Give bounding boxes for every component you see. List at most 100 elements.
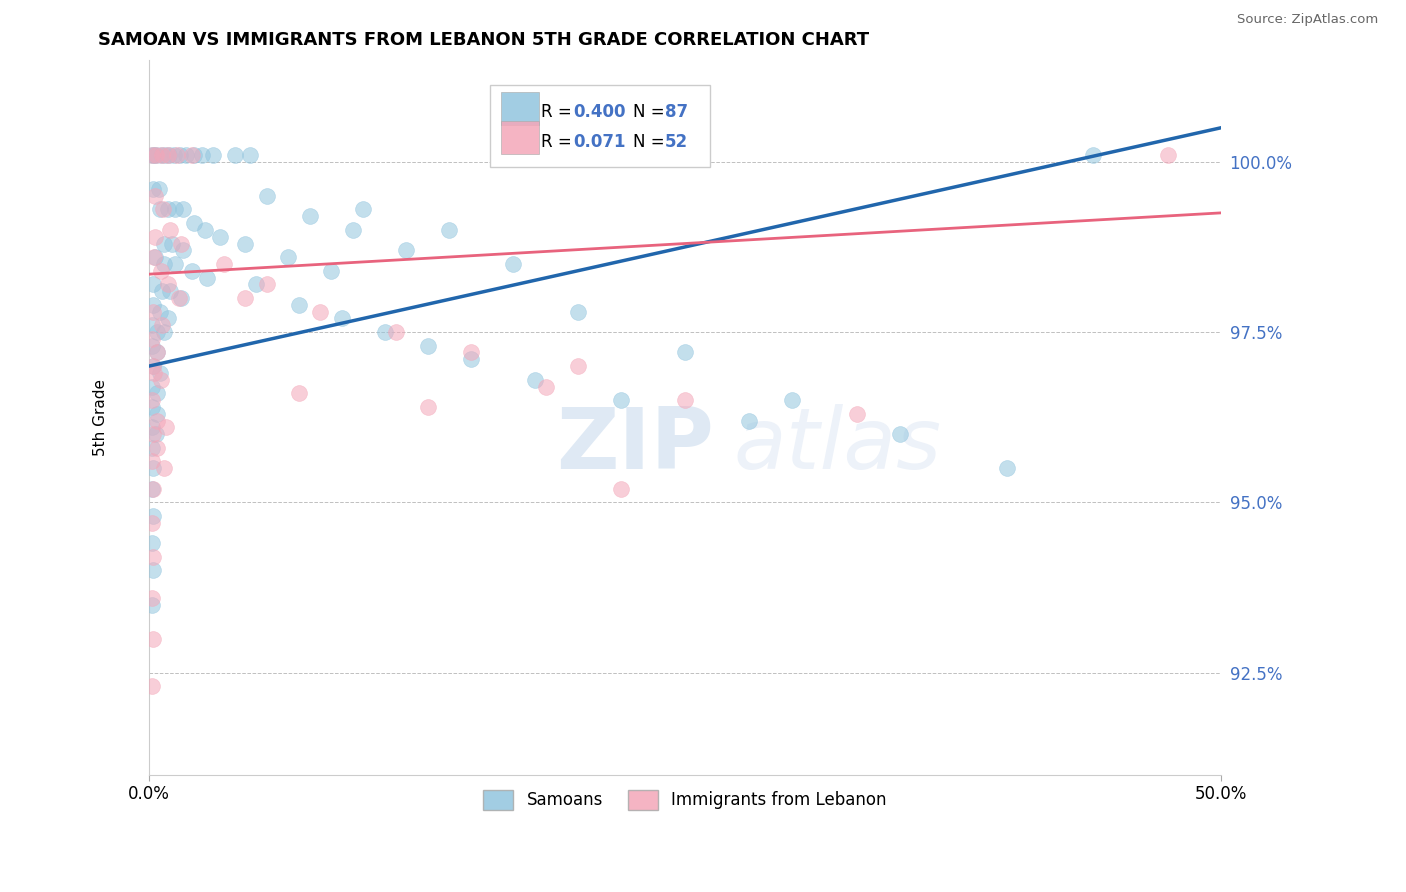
Point [384,325,406,339]
Point [141,454,163,468]
Point [157,202,180,217]
Text: SAMOAN VS IMMIGRANTS FROM LEBANON 5TH GRADE CORRELATION CHART: SAMOAN VS IMMIGRANTS FROM LEBANON 5TH GR… [98,31,869,49]
Point [145,148,167,162]
Text: atlas: atlas [734,404,941,487]
Point [224,148,246,162]
Point [146,386,169,401]
Point [330,311,353,326]
Point [416,339,439,353]
Point [256,189,278,203]
Point [157,277,180,292]
Point [142,298,165,312]
Point [142,461,165,475]
Point [202,148,225,162]
Point [141,591,163,605]
Point [567,359,589,373]
Point [782,393,804,408]
Point [146,325,169,339]
Point [162,148,184,162]
Point [148,182,170,196]
Point [239,148,262,162]
Point [157,148,180,162]
Point [153,461,176,475]
Point [159,223,181,237]
Point [142,359,165,373]
Point [170,236,193,251]
Point [166,148,188,162]
Point [150,148,173,162]
Point [149,202,172,217]
Point [141,332,163,346]
Point [143,250,166,264]
Point [146,345,169,359]
Point [142,304,165,318]
Point [374,325,396,339]
Point [212,257,235,271]
Point [142,632,165,646]
Point [142,182,165,196]
Point [141,598,163,612]
Point [146,414,169,428]
Point [142,508,165,523]
Point [195,270,218,285]
Point [163,257,186,271]
Text: Source: ZipAtlas.com: Source: ZipAtlas.com [1237,13,1378,27]
Text: ZIP: ZIP [557,404,714,487]
Text: R =: R = [541,133,578,151]
Point [149,264,172,278]
Point [534,379,557,393]
Point [169,148,191,162]
Point [460,352,482,367]
Point [194,223,217,237]
Point [143,366,166,380]
Point [170,291,193,305]
Point [191,148,214,162]
Point [183,216,205,230]
Point [149,373,172,387]
Point [1081,148,1104,162]
Point [150,318,173,333]
Legend: Samoans, Immigrants from Lebanon: Samoans, Immigrants from Lebanon [477,783,893,816]
Point [141,148,163,162]
Point [141,393,163,408]
FancyBboxPatch shape [489,85,710,167]
Point [146,345,169,359]
Text: 0.400: 0.400 [574,103,626,120]
Point [141,318,163,333]
Point [352,202,374,217]
Point [167,291,190,305]
Point [609,482,631,496]
Point [609,393,631,408]
Point [342,223,364,237]
Point [149,366,172,380]
Point [163,202,186,217]
Point [142,482,165,496]
Point [416,400,439,414]
Point [567,304,589,318]
Point [146,407,169,421]
Point [673,393,696,408]
Point [523,373,546,387]
Point [143,250,166,264]
Point [143,189,166,203]
Point [176,148,198,162]
Point [155,420,177,434]
Point [153,257,176,271]
Point [141,516,163,530]
Point [141,420,163,434]
Point [245,277,267,292]
Point [141,148,163,162]
FancyBboxPatch shape [501,121,540,154]
Point [995,461,1018,475]
Point [141,536,163,550]
Text: N =: N = [633,103,669,120]
Point [141,379,163,393]
Point [180,264,202,278]
Point [157,311,180,326]
Point [162,236,184,251]
Point [152,202,174,217]
Point [141,400,163,414]
Text: R =: R = [541,103,578,120]
Text: 52: 52 [665,133,688,151]
Point [298,209,321,223]
